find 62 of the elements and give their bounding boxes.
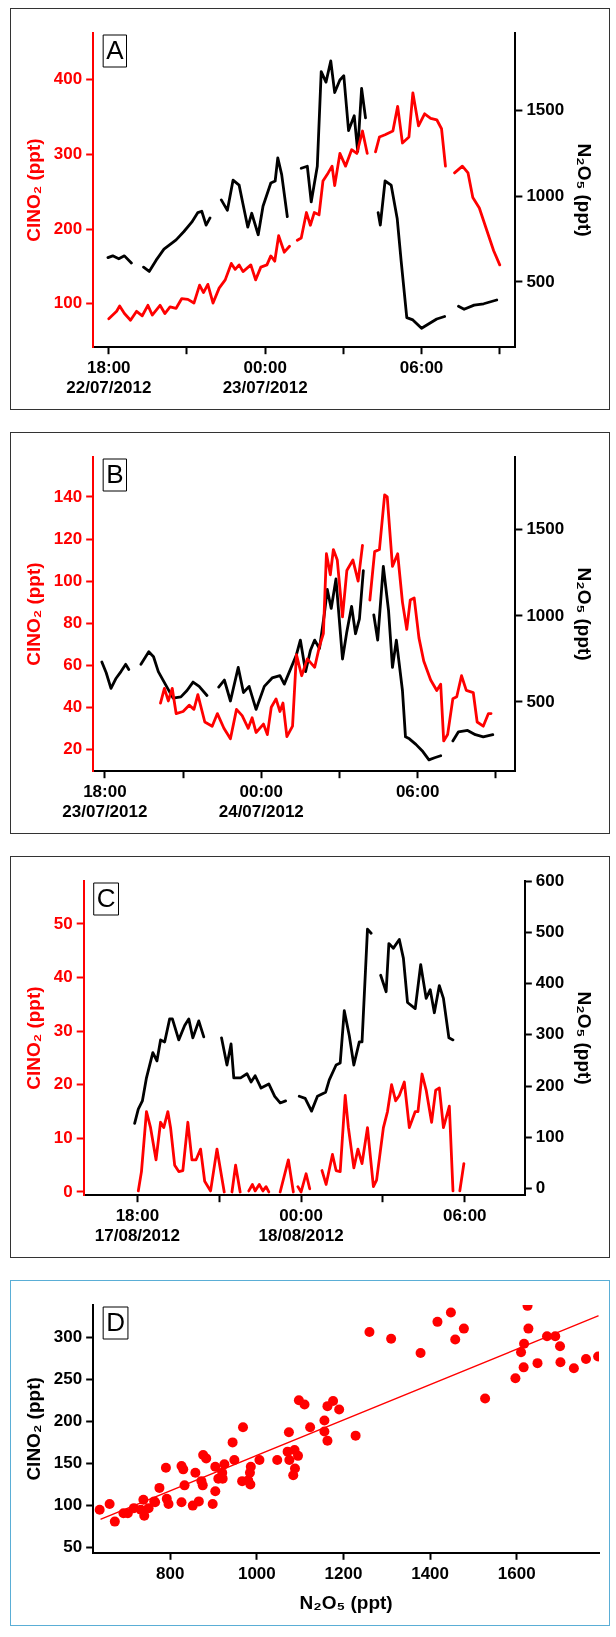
x-tick-label: 1000 xyxy=(237,1563,276,1583)
x-axis-title: N₂O₅ (ppt) xyxy=(299,1591,393,1613)
x-tick-label: 800 xyxy=(156,1563,185,1583)
x-tick-label: 1400 xyxy=(411,1563,450,1583)
y-tick-label: 80 xyxy=(63,612,83,632)
y-tick-label: 140 xyxy=(53,486,83,506)
y2-tick-label: 200 xyxy=(535,1075,565,1095)
y-tick-label: 150 xyxy=(53,1453,83,1473)
x-tick-label: 18:00 22/07/2012 xyxy=(66,358,152,398)
y2-tick-label: 0 xyxy=(535,1178,546,1198)
y2-axis-title: N₂O₅ (ppt) xyxy=(574,567,596,661)
y-tick-label: 20 xyxy=(53,1074,73,1094)
y2-axis-title: N₂O₅ (ppt) xyxy=(574,991,596,1085)
y2-tick-label: 1500 xyxy=(526,519,565,539)
y2-tick-label: 1000 xyxy=(526,605,565,625)
y2-axis-title: N₂O₅ (ppt) xyxy=(574,143,596,237)
x-tick-label: 1200 xyxy=(324,1563,363,1583)
y-axis-title: ClNO₂ (ppt) xyxy=(22,138,44,242)
y2-tick-label: 500 xyxy=(526,271,555,291)
x-tick-label: 18:00 23/07/2012 xyxy=(62,782,148,822)
x-tick-label: 06:00 xyxy=(443,1206,487,1226)
y-tick-label: 300 xyxy=(53,1326,83,1346)
y-axis-title: ClNO₂ (ppt) xyxy=(22,562,44,666)
y2-tick-label: 1500 xyxy=(526,99,565,119)
y-tick-label: 40 xyxy=(53,967,73,987)
y-axis-title: ClNO₂ (ppt) xyxy=(22,986,44,1090)
y-tick-label: 200 xyxy=(53,1411,83,1430)
y-tick-label: 100 xyxy=(53,1495,83,1515)
x-tick-label: 00:00 24/07/2012 xyxy=(218,782,304,822)
y-axis-title: ClNO₂ (ppt) xyxy=(22,1377,44,1481)
x-tick-label: 00:00 18/08/2012 xyxy=(258,1206,344,1246)
y-tick-label: 250 xyxy=(53,1368,83,1388)
x-tick-label: 18:00 17/08/2012 xyxy=(94,1206,180,1246)
y2-tick-label: 600 xyxy=(535,870,565,890)
x-tick-label: 1600 xyxy=(497,1563,536,1583)
y-tick-label: 30 xyxy=(53,1020,73,1040)
y-tick-label: 0 xyxy=(63,1181,73,1201)
y-tick-label: 120 xyxy=(53,528,83,548)
y2-tick-label: 300 xyxy=(535,1024,565,1044)
y2-tick-label: 1000 xyxy=(526,185,565,205)
y-tick-label: 200 xyxy=(53,218,83,238)
x-tick-label: 06:00 xyxy=(395,782,440,802)
y-tick-label: 40 xyxy=(63,696,83,716)
y-tick-label: 400 xyxy=(53,69,83,89)
y2-tick-label: 100 xyxy=(535,1126,565,1146)
annotation: A xyxy=(106,35,125,66)
y-tick-label: 100 xyxy=(53,570,83,590)
y2-tick-label: 500 xyxy=(535,921,565,941)
annotation: C xyxy=(96,883,116,914)
x-tick-label: 00:00 23/07/2012 xyxy=(222,358,308,398)
x-tick-label: 06:00 xyxy=(399,358,444,378)
y-tick-label: 100 xyxy=(53,293,83,313)
y-tick-label: 20 xyxy=(63,739,83,759)
y-tick-label: 60 xyxy=(63,654,83,674)
y-tick-label: 50 xyxy=(53,913,73,933)
annotation: D xyxy=(106,1307,125,1338)
y-tick-label: 10 xyxy=(53,1128,73,1148)
y-tick-label: 300 xyxy=(53,143,83,163)
y-tick-label: 50 xyxy=(63,1537,83,1557)
y2-tick-label: 400 xyxy=(535,973,565,993)
y2-tick-label: 500 xyxy=(526,691,555,711)
annotation: B xyxy=(106,459,124,490)
